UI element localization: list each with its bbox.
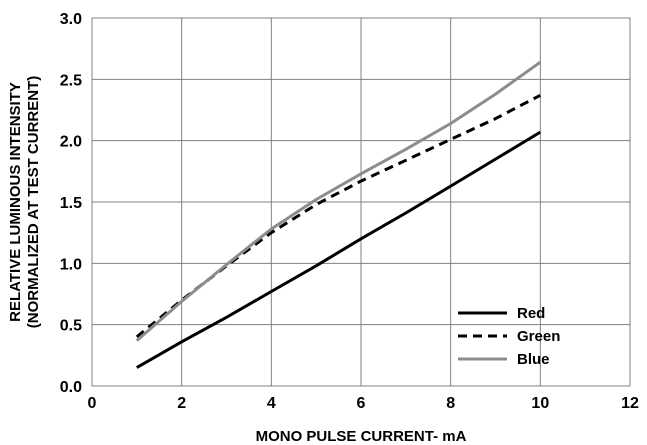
- y-tick-label: 3.0: [60, 11, 82, 28]
- series-lines: [135, 60, 542, 369]
- plot-frame: [91, 17, 631, 387]
- x-tick-label: 0: [88, 395, 97, 412]
- x-tick-label: 6: [357, 395, 366, 412]
- legend-label-red: Red: [517, 305, 545, 322]
- y-tick-label: 0.5: [60, 318, 82, 335]
- x-tick-label: 8: [446, 395, 455, 412]
- series-line-red: [136, 130, 542, 369]
- y-tick-label: 1.5: [60, 195, 82, 212]
- x-tick-label: 12: [621, 395, 639, 412]
- x-tick-label: 10: [531, 395, 549, 412]
- y-tick-label: 2.0: [60, 134, 82, 151]
- y-tick-label: 2.5: [60, 72, 82, 89]
- legend: Red Green Blue: [458, 305, 560, 368]
- legend-label-green: Green: [517, 328, 560, 345]
- series-line-green: [135, 93, 541, 339]
- x-tick-labels: 0 2 4 6 8 10 12: [88, 395, 639, 412]
- y-tick-labels: 0.0 0.5 1.0 1.5 2.0 2.5 3.0: [60, 11, 82, 396]
- x-axis-label: MONO PULSE CURRENT- mA: [256, 428, 467, 445]
- y-axis-label-2: (NORMALIZED AT TEST CURRENT): [25, 76, 42, 328]
- legend-label-blue: Blue: [517, 351, 550, 368]
- series-line-blue: [135, 60, 542, 342]
- x-tick-label: 4: [267, 395, 276, 412]
- x-tick-label: 2: [177, 395, 186, 412]
- y-tick-label: 1.0: [60, 256, 82, 273]
- grid: [92, 18, 630, 386]
- y-tick-label: 0.0: [60, 379, 82, 396]
- y-axis-label: RELATIVE LUMINOUS INTENSITY: [7, 82, 24, 322]
